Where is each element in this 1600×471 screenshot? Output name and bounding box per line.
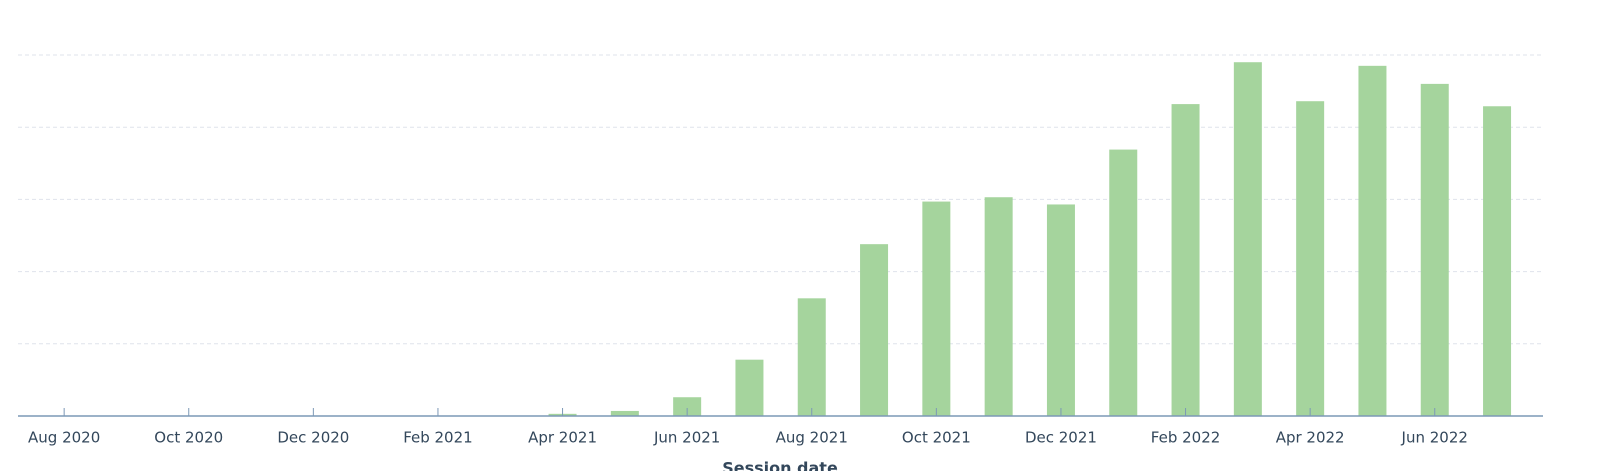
x-tick-label: Jun 2022	[1401, 429, 1468, 447]
bar	[1483, 106, 1512, 417]
bar	[1109, 149, 1138, 416]
x-tick-label: Apr 2022	[1276, 429, 1345, 447]
x-tick-label: Feb 2022	[1151, 429, 1221, 447]
bar	[1358, 65, 1387, 416]
bar	[1233, 62, 1262, 416]
x-tick-label: Oct 2020	[154, 429, 223, 447]
x-tick-label: Aug 2020	[28, 429, 100, 447]
x-tick-label: Feb 2021	[403, 429, 473, 447]
x-tick-label: Aug 2021	[776, 429, 848, 447]
bar	[1296, 101, 1325, 416]
x-axis-title: Session date	[722, 459, 838, 471]
bar	[860, 244, 889, 416]
bar	[1046, 204, 1075, 416]
bar	[610, 410, 639, 416]
bar	[922, 201, 951, 416]
x-tick-label: Oct 2021	[902, 429, 971, 447]
bar	[797, 298, 826, 416]
x-tick-label: Dec 2021	[1025, 429, 1097, 447]
bar	[1420, 83, 1449, 416]
bar	[1171, 104, 1200, 416]
bar	[984, 197, 1013, 416]
x-tick-label: Apr 2021	[528, 429, 597, 447]
x-tick-label: Dec 2020	[277, 429, 349, 447]
x-tick-label: Jun 2021	[653, 429, 720, 447]
bar	[735, 359, 764, 416]
bar	[673, 397, 702, 416]
